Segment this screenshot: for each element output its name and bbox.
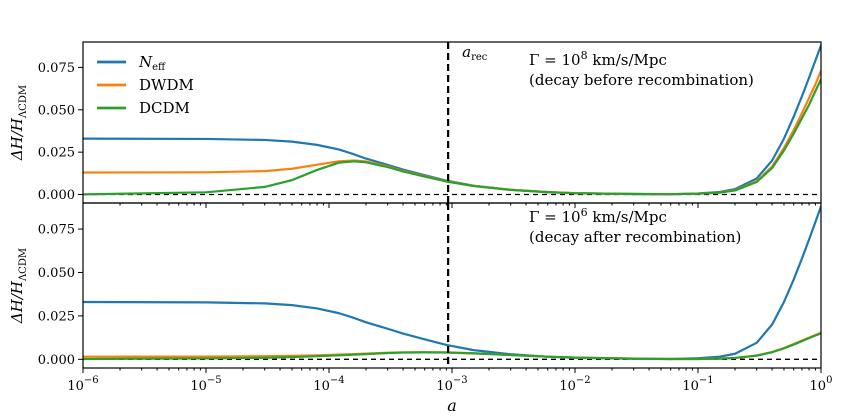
x-tick-label: 10−5 <box>190 375 221 394</box>
x-axis-label: a <box>447 396 457 415</box>
x-tick-label: 10−1 <box>682 375 713 394</box>
y-tick-label: 0.050 <box>38 103 75 118</box>
y-tick-label: 0.025 <box>38 146 75 161</box>
x-tick-label: 10−6 <box>67 375 98 394</box>
series-line-dcdm <box>83 78 821 196</box>
legend-label: Neff <box>138 53 166 73</box>
bottom-panel: 0.000 0.025 0.050 0.075 ΔH/HΛCDM Γ = 106 km/s… <box>8 202 833 415</box>
x-tick-label: 10−2 <box>559 375 590 394</box>
legend-label: DWDM <box>139 76 194 94</box>
y-tick-label: 0.075 <box>38 61 75 76</box>
annotation-gamma: Γ = 108 km/s/Mpc <box>529 49 667 69</box>
y-tick-label: 0.000 <box>38 353 75 368</box>
annotation-decay-note: (decay after recombination) <box>529 228 741 246</box>
y-tick-label: 0.025 <box>38 309 75 324</box>
legend-label: DCDM <box>139 99 190 117</box>
axes-frame <box>82 41 822 204</box>
legend: Neff DWDM DCDM <box>97 53 194 117</box>
y-axis-label: ΔH/HΛCDM <box>8 248 29 324</box>
y-tick-label: 0.075 <box>38 223 75 238</box>
x-tick-label: 10−3 <box>436 375 467 394</box>
y-tick-label: 0.000 <box>38 188 75 203</box>
annotation-decay-note: (decay before recombination) <box>529 71 754 89</box>
x-tick-label: 10−4 <box>313 375 344 394</box>
y-tick-label: 0.050 <box>38 266 75 281</box>
a-rec-label: arec <box>462 43 488 63</box>
top-panel: 0.000 0.025 0.050 0.075 ΔH/HΛCDM Γ = 108 km/s… <box>8 41 822 208</box>
x-tick-label: 100 <box>810 375 833 394</box>
annotation-gamma: Γ = 106 km/s/Mpc <box>529 206 667 226</box>
y-axis-label: ΔH/HΛCDM <box>8 85 29 161</box>
series-line-dcdm <box>83 332 821 361</box>
